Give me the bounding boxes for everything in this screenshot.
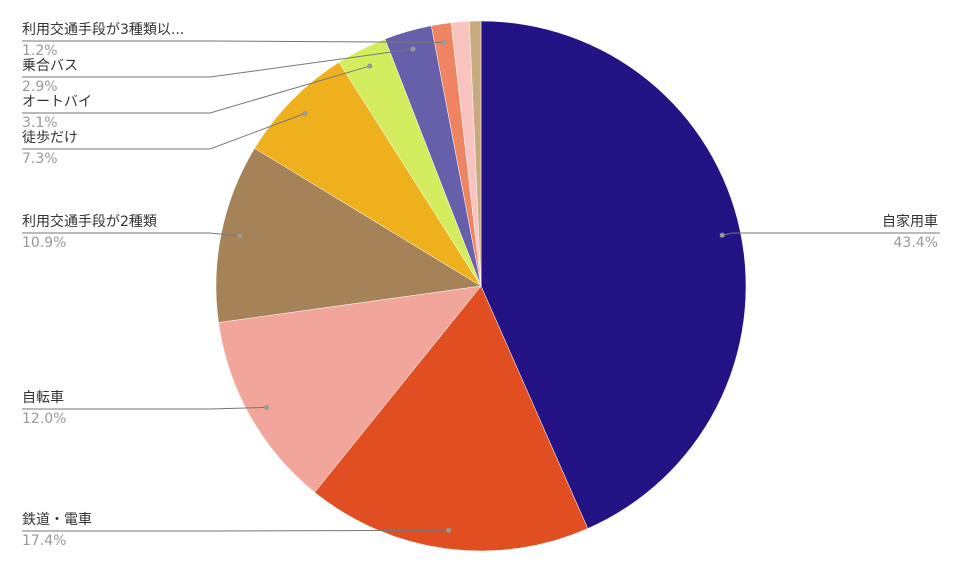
leader-dot: [237, 233, 243, 239]
slice-label: 利用交通手段が2種類: [22, 213, 157, 230]
pie-slice: [469, 20, 482, 287]
leader-line: [22, 112, 306, 150]
leader-dot: [264, 404, 270, 410]
leader-line: [22, 232, 240, 237]
slice-label: 利用交通手段が3種類以...: [22, 21, 184, 38]
pie-slice: [254, 61, 482, 287]
slice-value-label: 43.4%: [894, 235, 938, 251]
slice-value-label: 17.4%: [22, 533, 66, 549]
leader-dot: [367, 63, 373, 69]
leader-line: [22, 48, 414, 78]
leader-dot: [410, 46, 416, 52]
slice-label: 徒歩だけ: [22, 130, 78, 146]
leader-line: [722, 232, 940, 236]
leader-dot: [446, 527, 452, 533]
pie-slice: [215, 147, 482, 323]
slice-label: 自家用車: [882, 213, 938, 230]
slice-value-label: 7.3%: [22, 151, 58, 167]
leader-line: [22, 65, 370, 114]
leader-line: [22, 406, 267, 410]
pie-slice: [314, 285, 589, 552]
slice-value-label: 10.9%: [22, 235, 66, 251]
slice-label: 乗合バス: [22, 58, 78, 74]
slice-label: 鉄道・電車: [22, 511, 92, 528]
slice-label: 自転車: [22, 389, 64, 406]
leader-line: [22, 529, 449, 532]
slice-label: オートバイ: [22, 94, 92, 110]
leader-dot: [441, 39, 447, 45]
leader-line: [22, 40, 444, 43]
slice-value-label: 2.9%: [22, 79, 58, 95]
leader-dot: [302, 110, 308, 116]
leader-dot: [719, 232, 725, 238]
pie-slice: [218, 285, 482, 493]
pie-slice: [480, 20, 747, 529]
slice-value-label: 12.0%: [22, 411, 66, 427]
slice-value-label: 1.2%: [22, 43, 58, 59]
slice-value-label: 3.1%: [22, 115, 58, 131]
